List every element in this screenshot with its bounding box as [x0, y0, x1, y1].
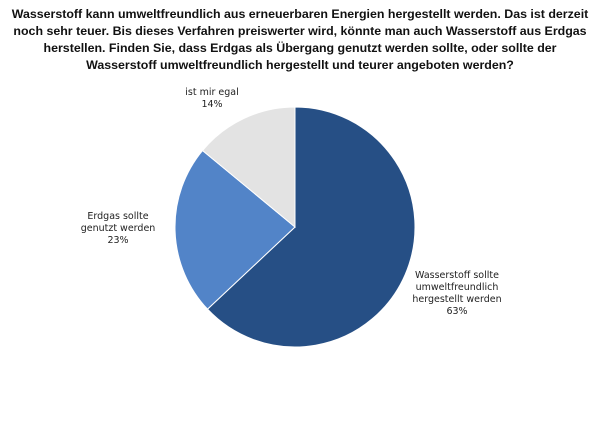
- slice-label-1: Wasserstoff sollte umweltfreundlich herges…: [412, 270, 501, 317]
- slice-value-label: 23%: [107, 235, 128, 246]
- pie-slice-3: [201, 106, 296, 229]
- slice-value-label: 63%: [446, 306, 467, 317]
- slice-label-line: Wasserstoff sollte: [415, 270, 499, 281]
- slice-label-line: Erdgas sollte: [87, 211, 148, 222]
- slice-label-line: genutzt werden: [81, 223, 156, 234]
- slice-label-3: ist mir egal 14%: [185, 87, 239, 110]
- pie-slice-1: [206, 106, 416, 348]
- pie-slices: [174, 106, 416, 348]
- pie-labels: Wasserstoff sollte umweltfreundlich herges…: [81, 87, 502, 317]
- slice-label-2: Erdgas sollte genutzt werden 23%: [81, 211, 156, 246]
- slice-label-line: umweltfreundlich: [416, 282, 499, 293]
- slice-label-line: hergestellt werden: [412, 294, 501, 305]
- slice-value-label: 14%: [201, 99, 222, 110]
- pie-slice-2: [174, 149, 296, 310]
- chart-title: Wasserstoff kann umweltfreundlich aus er…: [11, 7, 589, 72]
- slice-label-line: ist mir egal: [185, 87, 239, 98]
